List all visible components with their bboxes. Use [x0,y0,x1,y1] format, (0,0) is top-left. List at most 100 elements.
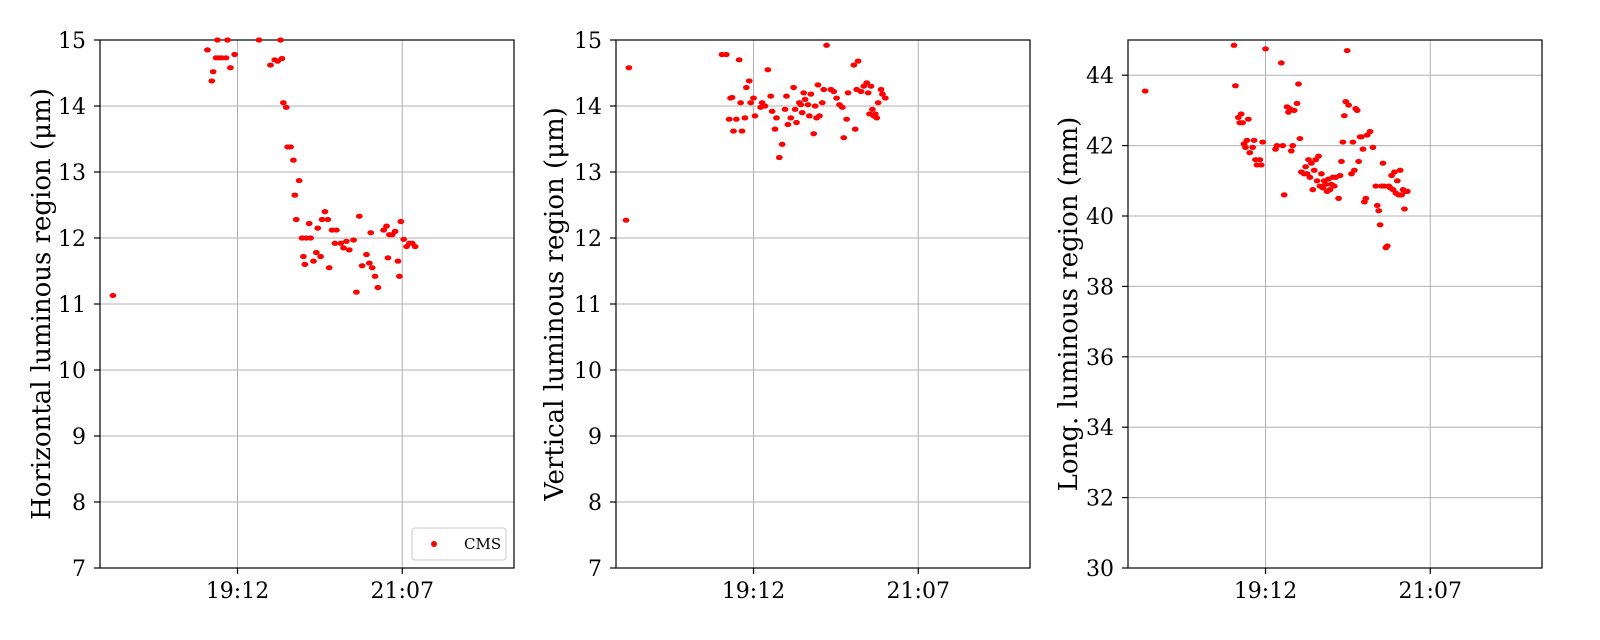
data-point [300,253,307,260]
data-point [791,106,799,112]
data-point [1306,174,1314,180]
y-tick-label: 13 [58,161,86,186]
data-point [728,94,736,101]
y-tick-label: 30 [1086,557,1114,582]
y-tick-label: 36 [1086,346,1114,371]
y-tick-label: 15 [574,29,602,54]
legend [411,527,507,561]
data-point [1315,153,1322,159]
data-point [850,62,858,68]
data-point [1310,167,1318,173]
data-point [784,121,792,128]
y-tick-label: 9 [588,425,602,450]
data-point [1242,144,1249,150]
y-tick-label: 38 [1086,275,1114,300]
data-point [1232,83,1239,89]
data-point [214,37,221,43]
plot-frame [99,39,515,569]
data-point [871,111,879,117]
data-point [1277,60,1285,66]
data-point [255,37,263,43]
data-point [1322,181,1330,187]
data-point [843,116,851,122]
data-point [321,209,329,215]
y-tick-label: 9 [72,425,86,450]
data-point [750,95,757,101]
data-point [204,47,211,53]
data-point [775,154,783,161]
data-point [1369,144,1377,150]
plot-frame [615,39,1031,569]
data-point [380,227,388,233]
data-point [291,192,299,198]
data-point [358,263,366,269]
data-point [854,58,862,64]
data-point [741,115,749,121]
data-point [732,116,740,122]
data-point [1383,243,1391,249]
data-point [1350,167,1358,173]
data-point [814,82,822,88]
data-point [797,102,805,108]
data-point [1338,158,1345,165]
data-point [209,69,217,75]
data-point [857,88,865,95]
data-point [1237,111,1245,117]
data-point [1330,183,1338,189]
data-point [830,88,838,95]
data-point [823,42,830,48]
data-point [1313,178,1321,184]
data-point [800,90,808,96]
data-point [1345,102,1353,108]
data-point [325,265,333,271]
data-point [332,227,340,233]
data-point [840,135,848,141]
data-point [224,37,231,43]
data-point [1302,164,1310,170]
y-tick-label: 12 [574,227,602,252]
data-point [820,86,828,93]
data-point [851,126,859,132]
data-point [222,55,230,61]
data-point [307,235,314,241]
data-point [771,126,779,132]
y-tick-label: 8 [72,491,86,516]
x-tick-label: 21:07 [371,579,434,604]
data-point [1309,187,1317,193]
data-point [818,100,826,106]
data-point [350,237,357,243]
data-point [751,113,759,119]
data-point [342,238,350,244]
data-point [874,100,882,106]
data-point [1259,139,1267,145]
vertical-luminous-region-panel: 7 8 9 10 11 12 13 14 15 19:12 21:07 Vertical lumino… [540,29,1031,604]
data-point [301,261,309,267]
data-point [1296,135,1304,142]
data-point [1307,160,1315,166]
data-point [287,144,294,150]
data-point [1273,143,1281,149]
data-point [278,55,286,62]
y-tick-label: 14 [58,95,86,120]
data-point [1366,128,1374,135]
data-point [363,251,370,258]
data-point [1393,178,1401,184]
data-point [340,245,347,251]
x-tick-label: 21:07 [887,579,950,604]
data-point [305,220,313,227]
data-point [798,110,806,116]
data-point [395,273,403,279]
data-point [1396,167,1404,173]
data-point [761,103,769,109]
data-point [1376,222,1384,228]
y-tick-label: 32 [1086,487,1114,512]
x-tick-label: 21:07 [1399,579,1462,604]
data-point [730,128,737,134]
data-point [737,100,745,106]
data-point [805,113,813,119]
data-point [1340,113,1348,119]
y-tick-label: 11 [58,293,86,318]
data-point [793,119,800,126]
data-point [790,84,798,91]
